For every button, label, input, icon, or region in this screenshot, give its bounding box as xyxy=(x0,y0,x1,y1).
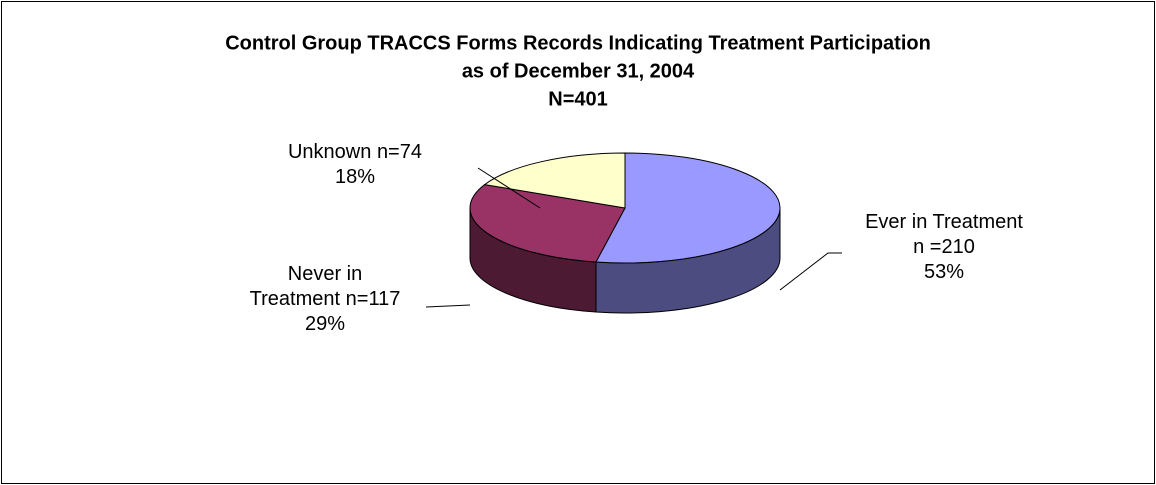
slice xyxy=(469,184,626,263)
value-label: 18% xyxy=(334,166,376,188)
category-label: Never in Treatment xyxy=(249,263,363,310)
count-label: n =210 xyxy=(913,236,975,258)
slice xyxy=(595,152,781,264)
chart-title: Control Group TRACCS Forms Records Indic… xyxy=(225,32,931,54)
leader-line xyxy=(425,304,471,308)
category-label: Ever in Treatment xyxy=(865,211,1023,233)
data-label: Unknown n=74 18% xyxy=(275,140,435,190)
leader-line xyxy=(779,252,842,291)
value-label: 29% xyxy=(304,313,346,335)
slice xyxy=(483,152,626,209)
count-label: n=117 xyxy=(345,288,401,310)
count-label: n=74 xyxy=(376,141,422,163)
chart-title: N=401 xyxy=(548,88,608,110)
leader-line xyxy=(477,167,541,209)
data-label: Never in Treatment n=117 29% xyxy=(245,262,405,337)
pie xyxy=(469,152,781,314)
data-label: Ever in Treatment n =210 53% xyxy=(858,210,1030,285)
value-label: 53% xyxy=(923,261,965,283)
chart-title: as of December 31, 2004 xyxy=(462,60,695,82)
category-label: Unknown xyxy=(287,141,372,163)
